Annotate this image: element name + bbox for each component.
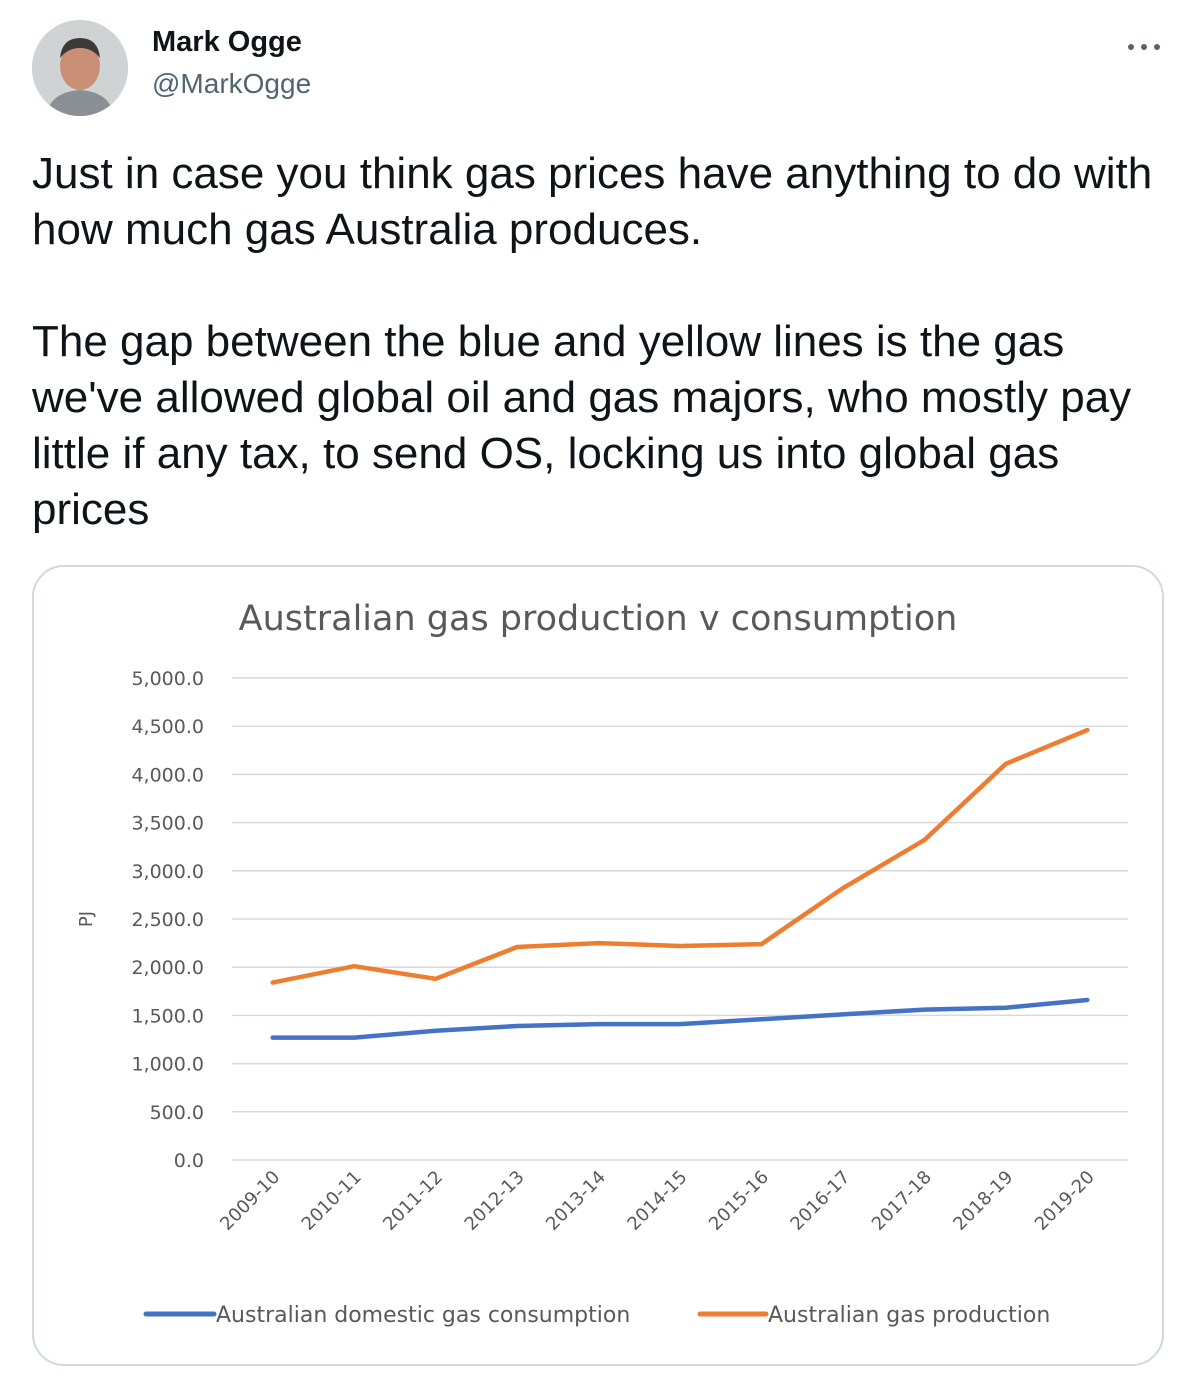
legend-label: Australian gas production bbox=[768, 1303, 1050, 1328]
chart-image: Australian gas production v consumption 0… bbox=[34, 567, 1162, 1364]
x-tick-label: 2013-14 bbox=[542, 1167, 610, 1235]
y-tick-label: 3,000.0 bbox=[131, 861, 204, 883]
line-chart: Australian gas production v consumption 0… bbox=[76, 599, 1128, 1328]
y-tick-label: 500.0 bbox=[150, 1102, 204, 1124]
x-tick-label: 2014-15 bbox=[623, 1167, 691, 1235]
x-tick-label: 2019-20 bbox=[1031, 1167, 1099, 1235]
y-tick-label: 1,500.0 bbox=[131, 1005, 204, 1027]
x-tick-label: 2012-13 bbox=[461, 1167, 529, 1235]
x-tick-label: 2018-19 bbox=[949, 1167, 1017, 1235]
chart-title: Australian gas production v consumption bbox=[239, 599, 958, 639]
x-tick-label: 2010-11 bbox=[298, 1167, 366, 1235]
y-tick-label: 3,500.0 bbox=[131, 813, 204, 835]
y-tick-label: 2,000.0 bbox=[131, 957, 204, 979]
tweet-paragraph: Just in case you think gas prices have a… bbox=[32, 149, 1153, 254]
avatar[interactable] bbox=[32, 20, 128, 116]
tweet-paragraph: The gap between the blue and yellow line… bbox=[32, 317, 1132, 534]
y-tick-label: 5,000.0 bbox=[131, 668, 204, 690]
author-handle[interactable]: @MarkOgge bbox=[152, 68, 312, 99]
y-tick-label: 4,000.0 bbox=[131, 764, 204, 786]
x-tick-label: 2011-12 bbox=[379, 1167, 447, 1235]
x-tick-label: 2017-18 bbox=[868, 1167, 936, 1235]
production-line bbox=[270, 727, 1090, 985]
author-name[interactable]: Mark Ogge bbox=[152, 26, 302, 58]
user-photo-avatar-icon bbox=[32, 20, 128, 116]
more-options-button[interactable] bbox=[1122, 30, 1166, 60]
consumption-line bbox=[270, 997, 1090, 1040]
y-axis-label: PJ bbox=[76, 911, 97, 927]
tweet-text: Just in case you think gas prices have a… bbox=[32, 146, 1162, 538]
x-tick-label: 2016-17 bbox=[786, 1167, 854, 1235]
more-options-icon bbox=[1128, 44, 1134, 50]
x-tick-label: 2009-10 bbox=[216, 1167, 284, 1235]
y-tick-label: 2,500.0 bbox=[131, 909, 204, 931]
y-tick-label: 0.0 bbox=[174, 1150, 204, 1172]
y-tick-label: 1,000.0 bbox=[131, 1054, 204, 1076]
legend-label: Australian domestic gas consumption bbox=[216, 1303, 630, 1328]
more-options-icon bbox=[1141, 44, 1147, 50]
media-card[interactable]: Australian gas production v consumption 0… bbox=[32, 565, 1164, 1366]
x-tick-label: 2015-16 bbox=[705, 1167, 773, 1235]
y-tick-label: 4,500.0 bbox=[131, 716, 204, 738]
more-options-icon bbox=[1154, 44, 1160, 50]
